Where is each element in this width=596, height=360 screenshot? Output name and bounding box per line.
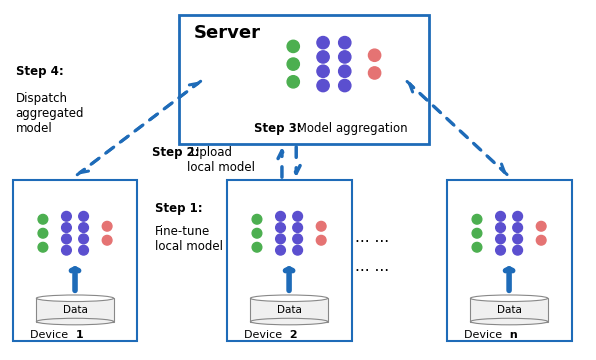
Ellipse shape bbox=[536, 235, 546, 245]
Text: n: n bbox=[506, 330, 518, 339]
Text: Data: Data bbox=[277, 305, 302, 315]
Ellipse shape bbox=[472, 242, 482, 252]
Ellipse shape bbox=[317, 65, 329, 77]
FancyBboxPatch shape bbox=[250, 298, 328, 321]
Text: Data: Data bbox=[496, 305, 522, 315]
Text: Upload
local model: Upload local model bbox=[187, 146, 255, 174]
FancyBboxPatch shape bbox=[470, 298, 548, 321]
Ellipse shape bbox=[276, 223, 285, 233]
Ellipse shape bbox=[276, 211, 285, 221]
Ellipse shape bbox=[316, 235, 326, 245]
Text: ... ...: ... ... bbox=[355, 230, 389, 245]
Text: Model aggregation: Model aggregation bbox=[293, 122, 407, 135]
Ellipse shape bbox=[536, 221, 546, 231]
Ellipse shape bbox=[103, 221, 112, 231]
Ellipse shape bbox=[339, 51, 351, 63]
Text: Server: Server bbox=[194, 24, 261, 42]
Ellipse shape bbox=[513, 211, 523, 221]
Ellipse shape bbox=[368, 49, 381, 61]
Ellipse shape bbox=[368, 67, 381, 79]
Ellipse shape bbox=[61, 223, 72, 233]
Text: Device: Device bbox=[464, 330, 506, 339]
Ellipse shape bbox=[36, 295, 114, 302]
Ellipse shape bbox=[496, 246, 505, 255]
Ellipse shape bbox=[61, 246, 72, 255]
FancyBboxPatch shape bbox=[13, 180, 138, 341]
Ellipse shape bbox=[317, 36, 329, 49]
Ellipse shape bbox=[513, 223, 523, 233]
Text: Device: Device bbox=[30, 330, 72, 339]
Text: Step 4:: Step 4: bbox=[15, 65, 63, 78]
Ellipse shape bbox=[79, 211, 88, 221]
Ellipse shape bbox=[252, 228, 262, 238]
FancyBboxPatch shape bbox=[36, 298, 114, 321]
Ellipse shape bbox=[79, 246, 88, 255]
Text: Data: Data bbox=[63, 305, 88, 315]
Ellipse shape bbox=[103, 235, 112, 245]
Ellipse shape bbox=[252, 242, 262, 252]
Ellipse shape bbox=[513, 234, 523, 244]
Ellipse shape bbox=[252, 215, 262, 224]
Text: Device: Device bbox=[244, 330, 286, 339]
Ellipse shape bbox=[496, 234, 505, 244]
Ellipse shape bbox=[339, 36, 351, 49]
FancyBboxPatch shape bbox=[226, 180, 352, 341]
Ellipse shape bbox=[472, 228, 482, 238]
Ellipse shape bbox=[470, 295, 548, 302]
Ellipse shape bbox=[470, 318, 548, 325]
Ellipse shape bbox=[339, 80, 351, 92]
Ellipse shape bbox=[276, 234, 285, 244]
Ellipse shape bbox=[38, 228, 48, 238]
Text: Dispatch
aggregated
model: Dispatch aggregated model bbox=[15, 92, 84, 135]
Ellipse shape bbox=[36, 318, 114, 325]
Text: Step 3:: Step 3: bbox=[254, 122, 302, 135]
Ellipse shape bbox=[79, 234, 88, 244]
Text: 2: 2 bbox=[286, 330, 298, 339]
Ellipse shape bbox=[61, 211, 72, 221]
FancyBboxPatch shape bbox=[179, 15, 429, 144]
Ellipse shape bbox=[317, 80, 329, 92]
Ellipse shape bbox=[287, 76, 299, 88]
Text: 1: 1 bbox=[72, 330, 83, 339]
Ellipse shape bbox=[276, 246, 285, 255]
Ellipse shape bbox=[250, 295, 328, 302]
Text: Step 2:: Step 2: bbox=[153, 146, 200, 159]
Text: Fine-tune
local model: Fine-tune local model bbox=[156, 225, 224, 253]
Ellipse shape bbox=[287, 40, 299, 53]
Ellipse shape bbox=[38, 215, 48, 224]
Ellipse shape bbox=[472, 215, 482, 224]
Ellipse shape bbox=[316, 221, 326, 231]
Ellipse shape bbox=[61, 234, 72, 244]
FancyBboxPatch shape bbox=[446, 180, 572, 341]
Ellipse shape bbox=[513, 246, 523, 255]
Ellipse shape bbox=[38, 242, 48, 252]
Ellipse shape bbox=[339, 65, 351, 77]
Text: Step 1:: Step 1: bbox=[156, 202, 203, 215]
Ellipse shape bbox=[293, 246, 303, 255]
Ellipse shape bbox=[496, 211, 505, 221]
Ellipse shape bbox=[293, 223, 303, 233]
Ellipse shape bbox=[287, 58, 299, 70]
Ellipse shape bbox=[250, 318, 328, 325]
Ellipse shape bbox=[293, 234, 303, 244]
Ellipse shape bbox=[317, 51, 329, 63]
Ellipse shape bbox=[79, 223, 88, 233]
Ellipse shape bbox=[293, 211, 303, 221]
Ellipse shape bbox=[496, 223, 505, 233]
Text: ... ...: ... ... bbox=[355, 258, 389, 274]
